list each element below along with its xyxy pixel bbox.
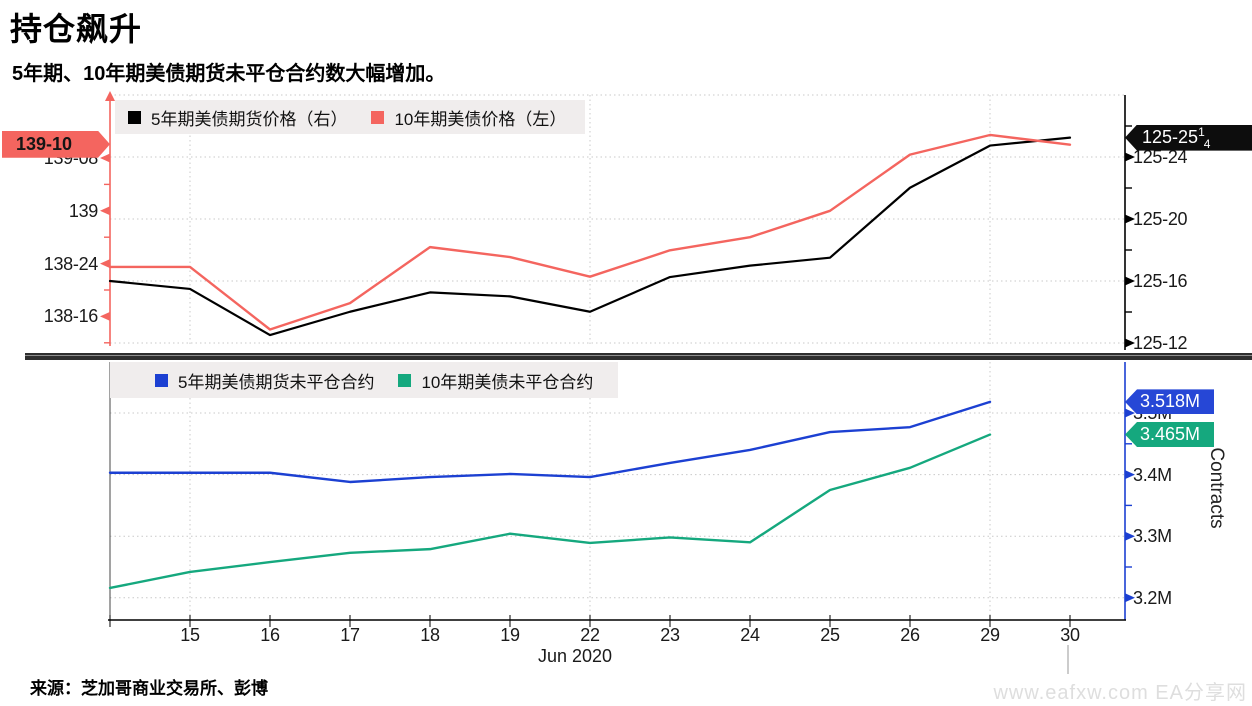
price-left-axis-tick-label: 138-24 xyxy=(43,253,99,274)
left-axis-tick-arrow-icon xyxy=(100,153,110,163)
oi-axis-tick-arrow-icon xyxy=(1125,408,1135,418)
last-price-badge-10y: 139-10 xyxy=(2,131,110,158)
x-axis-day-label: 30 xyxy=(1060,625,1080,645)
oi-right-axis-tick-label: 3.2M xyxy=(1133,587,1172,608)
last-price-badge-5y-fraction: 14 xyxy=(1198,125,1211,151)
legend-swatch-10y-price xyxy=(371,110,385,124)
legend-swatch-5y-oi xyxy=(155,373,168,387)
x-axis-day-label: 25 xyxy=(820,625,840,645)
legend-label-5y-price: 5年期美债期货价格（右） xyxy=(151,109,348,129)
page-title: 持仓飙升 xyxy=(10,11,143,47)
price-right-axis-tick-label: 125-16 xyxy=(1133,271,1188,291)
x-axis-day-label: 17 xyxy=(340,625,360,645)
series-line-5y-open-interest xyxy=(108,400,992,484)
series-line-10y-open-interest xyxy=(108,433,992,590)
oi-right-axis-tick-label: 3.3M xyxy=(1133,526,1172,547)
last-price-badge-10y-text: 139-10 xyxy=(16,133,73,154)
series-line-10y-price xyxy=(108,133,1072,331)
last-oi-badge-5y: 3.518M xyxy=(1125,389,1214,415)
last-price-badge-5y-text: 125-25 xyxy=(1142,127,1199,148)
x-axis-day-label: 24 xyxy=(740,625,760,645)
legend-swatch-10y-oi xyxy=(398,373,412,387)
watermark: www.eafxw.com EA分享网 xyxy=(993,682,1247,704)
legend-open-interest-panel: 5年期美债期货未平仓合约 10年期美债未平仓合约 xyxy=(110,362,618,398)
x-axis-day-label: 22 xyxy=(580,625,600,645)
price-left-axis-tick-label: 139 xyxy=(68,200,98,221)
legend-label-10y-price: 10年期美债价格（左） xyxy=(394,109,567,129)
right-axis-tick-arrow-icon xyxy=(1125,338,1135,348)
x-axis-day-label: 26 xyxy=(900,625,920,645)
panel-separator-bar xyxy=(25,353,1252,360)
x-axis-day-label: 19 xyxy=(500,625,520,645)
price-right-axis-tick-label: 125-20 xyxy=(1133,209,1188,229)
x-axis-day-label: 29 xyxy=(980,625,1000,645)
page-subtitle: 5年期、10年期美债期货未平仓合约数大幅增加。 xyxy=(12,63,446,85)
price-left-axis-tick-label: 138-16 xyxy=(43,306,99,327)
legend-label-10y-oi: 10年期美债未平仓合约 xyxy=(421,372,594,392)
last-oi-badge-10y-text: 3.465M xyxy=(1140,424,1201,445)
left-axis-tick-arrow-icon xyxy=(100,311,110,321)
oi-axis-tick-arrow-icon xyxy=(1125,470,1135,480)
x-axis-day-label: 16 xyxy=(260,625,280,645)
right-axis-tick-arrow-icon xyxy=(1125,214,1135,224)
left-axis-tick-arrow-icon xyxy=(100,206,110,216)
legend-swatch-5y-price xyxy=(128,110,141,124)
right-axis-tick-arrow-icon xyxy=(1125,276,1135,286)
oi-axis-tick-arrow-icon xyxy=(1125,531,1135,541)
legend-price-panel: 5年期美债期货价格（右） 10年期美债价格（左） xyxy=(115,100,585,134)
price-right-axis-tick-label: 125-24 xyxy=(1133,147,1188,167)
fraction-denominator: 4 xyxy=(1203,136,1211,151)
series-line-5y-price xyxy=(108,136,1072,337)
x-axis-day-label: 23 xyxy=(660,625,680,645)
last-oi-badge-5y-text: 3.518M xyxy=(1140,391,1201,412)
x-axis-day-label: 18 xyxy=(420,625,440,645)
price-right-axis-tick-label: 125-12 xyxy=(1133,333,1188,353)
last-oi-badge-10y: 3.465M xyxy=(1125,422,1214,448)
source-note: 来源：芝加哥商业交易所、彭博 xyxy=(30,679,268,698)
x-axis-day-label: 15 xyxy=(180,625,200,645)
last-price-badge-5y: 125-25 14 xyxy=(1125,124,1252,151)
fraction-numerator: 1 xyxy=(1198,125,1205,140)
right-axis-tick-arrow-icon xyxy=(1125,152,1135,162)
oi-right-axis-tick-label: 3.4M xyxy=(1133,464,1172,485)
legend-label-5y-oi: 5年期美债期货未平仓合约 xyxy=(178,372,375,392)
left-axis-up-arrow-icon xyxy=(105,91,115,101)
left-axis-tick-arrow-icon xyxy=(100,259,110,269)
x-axis-month-label: Jun 2020 xyxy=(537,646,613,666)
oi-axis-tick-arrow-icon xyxy=(1125,593,1135,603)
